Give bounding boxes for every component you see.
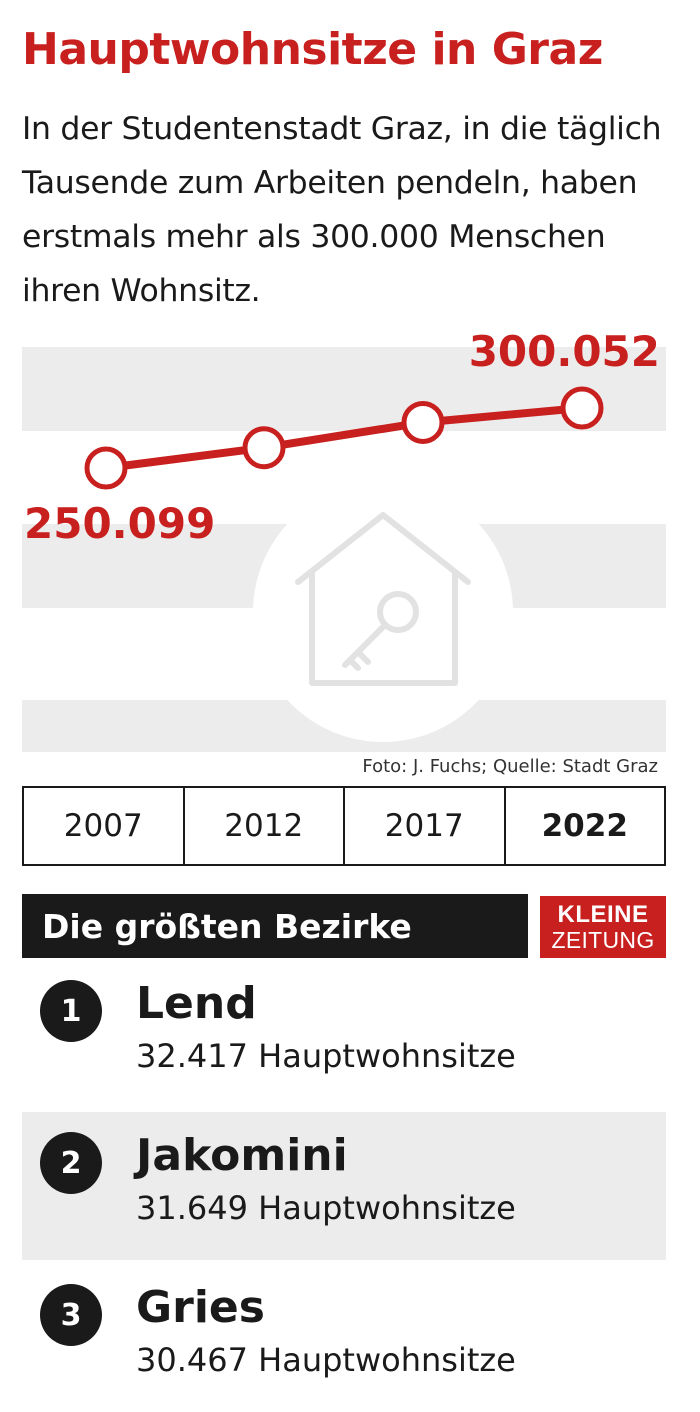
district-item: 1 Lend 32.417 Hauptwohnsitze: [22, 960, 666, 1108]
data-label-last: 300.052: [469, 327, 660, 376]
district-name: Gries: [136, 1282, 265, 1333]
logo-line-2: ZEITUNG: [551, 926, 655, 953]
year-cell: 2012: [185, 788, 345, 864]
district-name: Lend: [136, 978, 257, 1029]
kleine-zeitung-logo: KLEINE ZEITUNG: [540, 896, 666, 958]
page-title: Hauptwohnsitze in Graz: [22, 24, 603, 75]
district-count: 31.649 Hauptwohnsitze: [136, 1189, 516, 1227]
series-line: [102, 404, 586, 472]
line-chart: 250.099 300.052: [22, 327, 666, 752]
logo-line-1: KLEINE: [557, 901, 649, 929]
data-point: [560, 386, 604, 430]
data-point: [84, 446, 128, 490]
source-note: Foto: J. Fuchs; Quelle: Stadt Graz: [362, 756, 658, 777]
data-label-first: 250.099: [24, 499, 215, 548]
intro-text: In der Studentenstadt Graz, in die tägli…: [22, 111, 662, 309]
district-item: 2 Jakomini 31.649 Hauptwohnsitze: [22, 1112, 666, 1260]
district-count: 30.467 Hauptwohnsitze: [136, 1341, 516, 1379]
district-name: Jakomini: [136, 1130, 348, 1181]
data-point: [242, 426, 286, 470]
year-cell: 2017: [345, 788, 506, 864]
year-axis: 2007 2012 2017 2022: [22, 786, 666, 866]
year-cell-current: 2022: [541, 808, 628, 844]
districts-header: Die größten Bezirke: [22, 894, 528, 958]
house-key-icon: [253, 482, 513, 742]
district-count: 32.417 Hauptwohnsitze: [136, 1037, 516, 1075]
rank-badge: 2: [40, 1132, 102, 1194]
district-item: 3 Gries 30.467 Hauptwohnsitze: [22, 1264, 666, 1412]
year-cell: 2007: [24, 788, 185, 864]
data-point: [401, 400, 445, 444]
rank-badge: 3: [40, 1284, 102, 1346]
background-bands: [22, 347, 666, 752]
data-points: [84, 386, 604, 490]
background-band: [22, 347, 666, 431]
rank-badge: 1: [40, 980, 102, 1042]
